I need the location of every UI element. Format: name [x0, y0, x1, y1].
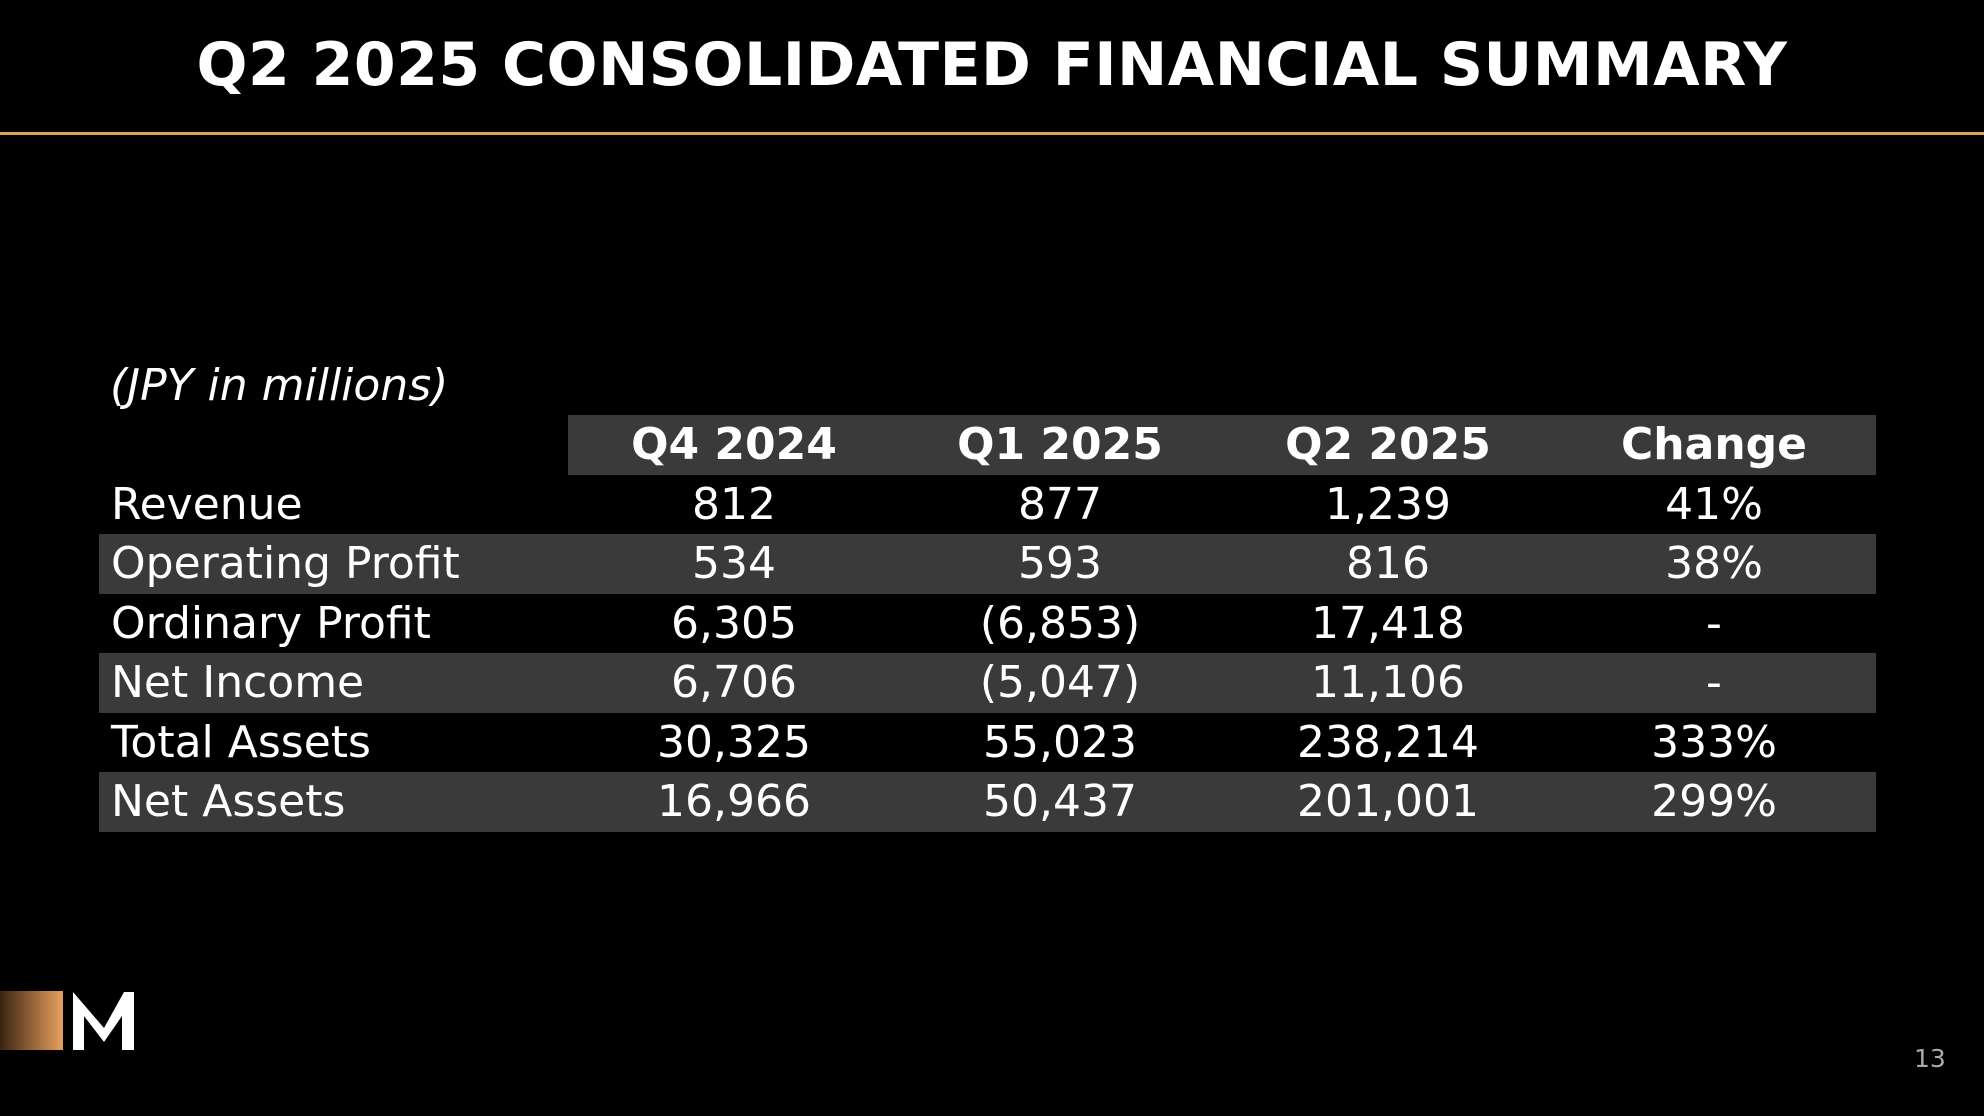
- table-cell: 41%: [1665, 478, 1763, 530]
- column-header: Q1 2025: [957, 419, 1163, 470]
- table-cell: -: [1706, 657, 1722, 708]
- table-cell: 299%: [1651, 776, 1777, 827]
- table-cell: 534: [692, 538, 776, 589]
- column-header: Q2 2025: [1285, 419, 1491, 470]
- table-cell: -: [1706, 597, 1722, 649]
- table-cell: (6,853): [979, 597, 1141, 649]
- page-number: 13: [1914, 1044, 1946, 1073]
- slide-title: Q2 2025 CONSOLIDATED FINANCIAL SUMMARY: [196, 30, 1788, 100]
- row-label: Net Assets: [111, 776, 346, 827]
- column-header: Change: [1621, 419, 1807, 470]
- table-row: Revenue 812 877 1,239 41%: [99, 475, 1876, 535]
- title-rule: [0, 132, 1984, 135]
- table-row: Ordinary Profit 6,305 (6,853) 17,418 -: [99, 594, 1876, 654]
- logo: [0, 991, 134, 1050]
- table-cell: 38%: [1665, 538, 1763, 589]
- row-label: Operating Profit: [111, 538, 460, 589]
- table-cell: 17,418: [1311, 597, 1465, 649]
- table-cell: 593: [1018, 538, 1102, 589]
- table-row: Net Income 6,706 (5,047) 11,106 -: [99, 653, 1876, 713]
- table-cell: 55,023: [983, 716, 1137, 768]
- table-cell: 1,239: [1325, 478, 1451, 530]
- table-cell: 877: [1018, 478, 1102, 530]
- table-row: Net Assets 16,966 50,437 201,001 299%: [99, 772, 1876, 832]
- table-cell: 11,106: [1311, 657, 1465, 708]
- column-header: Q4 2024: [631, 419, 837, 470]
- table-cell: 6,305: [671, 597, 797, 649]
- row-label: Net Income: [111, 657, 365, 708]
- table-cell: (5,047): [979, 657, 1141, 708]
- table-cell: 50,437: [983, 776, 1137, 827]
- header-row: Q4 2024 Q1 2025 Q2 2025 Change: [568, 415, 1876, 475]
- table-cell: 812: [692, 478, 776, 530]
- table-row: Total Assets 30,325 55,023 238,214 333%: [99, 713, 1876, 773]
- row-label: Ordinary Profit: [111, 597, 431, 649]
- table-cell: 238,214: [1297, 716, 1479, 768]
- table-cell: 30,325: [657, 716, 811, 768]
- row-label: Total Assets: [111, 716, 371, 768]
- table-units: (JPY in millions): [110, 360, 449, 411]
- table-cell: 16,966: [657, 776, 811, 827]
- table-row: Operating Profit 534 593 816 38%: [99, 534, 1876, 594]
- financial-table: Q4 2024 Q1 2025 Q2 2025 Change Revenue 812 877…: [99, 415, 1876, 832]
- row-label: Revenue: [111, 478, 303, 530]
- table-cell: 201,001: [1297, 776, 1479, 827]
- table-cell: 816: [1346, 538, 1430, 589]
- table-cell: 333%: [1651, 716, 1777, 768]
- table-cell: 6,706: [671, 657, 797, 708]
